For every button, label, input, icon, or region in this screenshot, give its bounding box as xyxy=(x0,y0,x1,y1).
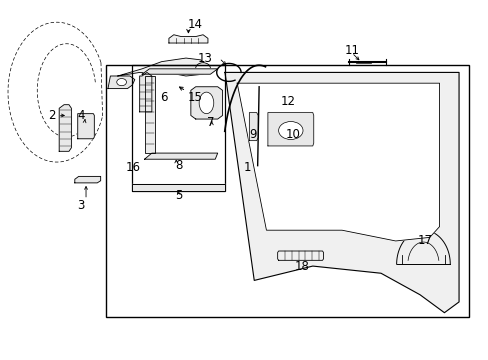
Circle shape xyxy=(195,63,210,73)
Polygon shape xyxy=(75,176,101,183)
Polygon shape xyxy=(267,113,313,146)
Text: 8: 8 xyxy=(175,159,182,172)
Bar xyxy=(144,76,155,153)
Text: 11: 11 xyxy=(344,44,359,57)
Circle shape xyxy=(117,78,126,86)
Text: 7: 7 xyxy=(206,116,214,129)
Polygon shape xyxy=(190,87,222,119)
Polygon shape xyxy=(237,83,439,241)
Text: 16: 16 xyxy=(125,161,141,174)
Text: 4: 4 xyxy=(77,109,85,122)
Polygon shape xyxy=(144,153,217,159)
Text: 6: 6 xyxy=(160,91,167,104)
Polygon shape xyxy=(108,76,135,89)
Bar xyxy=(105,65,468,317)
Polygon shape xyxy=(249,113,258,140)
Text: 12: 12 xyxy=(280,95,295,108)
Text: 15: 15 xyxy=(187,91,202,104)
Text: 3: 3 xyxy=(77,199,84,212)
Text: 17: 17 xyxy=(417,234,431,247)
Polygon shape xyxy=(59,105,71,151)
Text: 9: 9 xyxy=(249,128,257,141)
Text: 18: 18 xyxy=(294,260,309,273)
Polygon shape xyxy=(396,230,449,264)
Polygon shape xyxy=(78,114,94,139)
Polygon shape xyxy=(224,72,458,313)
Text: 2: 2 xyxy=(48,109,56,122)
Text: 14: 14 xyxy=(187,18,202,31)
Circle shape xyxy=(278,122,303,139)
Polygon shape xyxy=(140,72,152,112)
Text: 5: 5 xyxy=(175,189,182,202)
Text: 13: 13 xyxy=(198,51,212,64)
Polygon shape xyxy=(142,69,217,74)
Polygon shape xyxy=(132,184,224,191)
Bar xyxy=(132,65,224,191)
Ellipse shape xyxy=(199,92,213,114)
Text: 10: 10 xyxy=(285,128,300,141)
Polygon shape xyxy=(168,35,207,43)
Text: 1: 1 xyxy=(243,161,250,174)
Polygon shape xyxy=(277,251,323,260)
Polygon shape xyxy=(118,58,210,76)
